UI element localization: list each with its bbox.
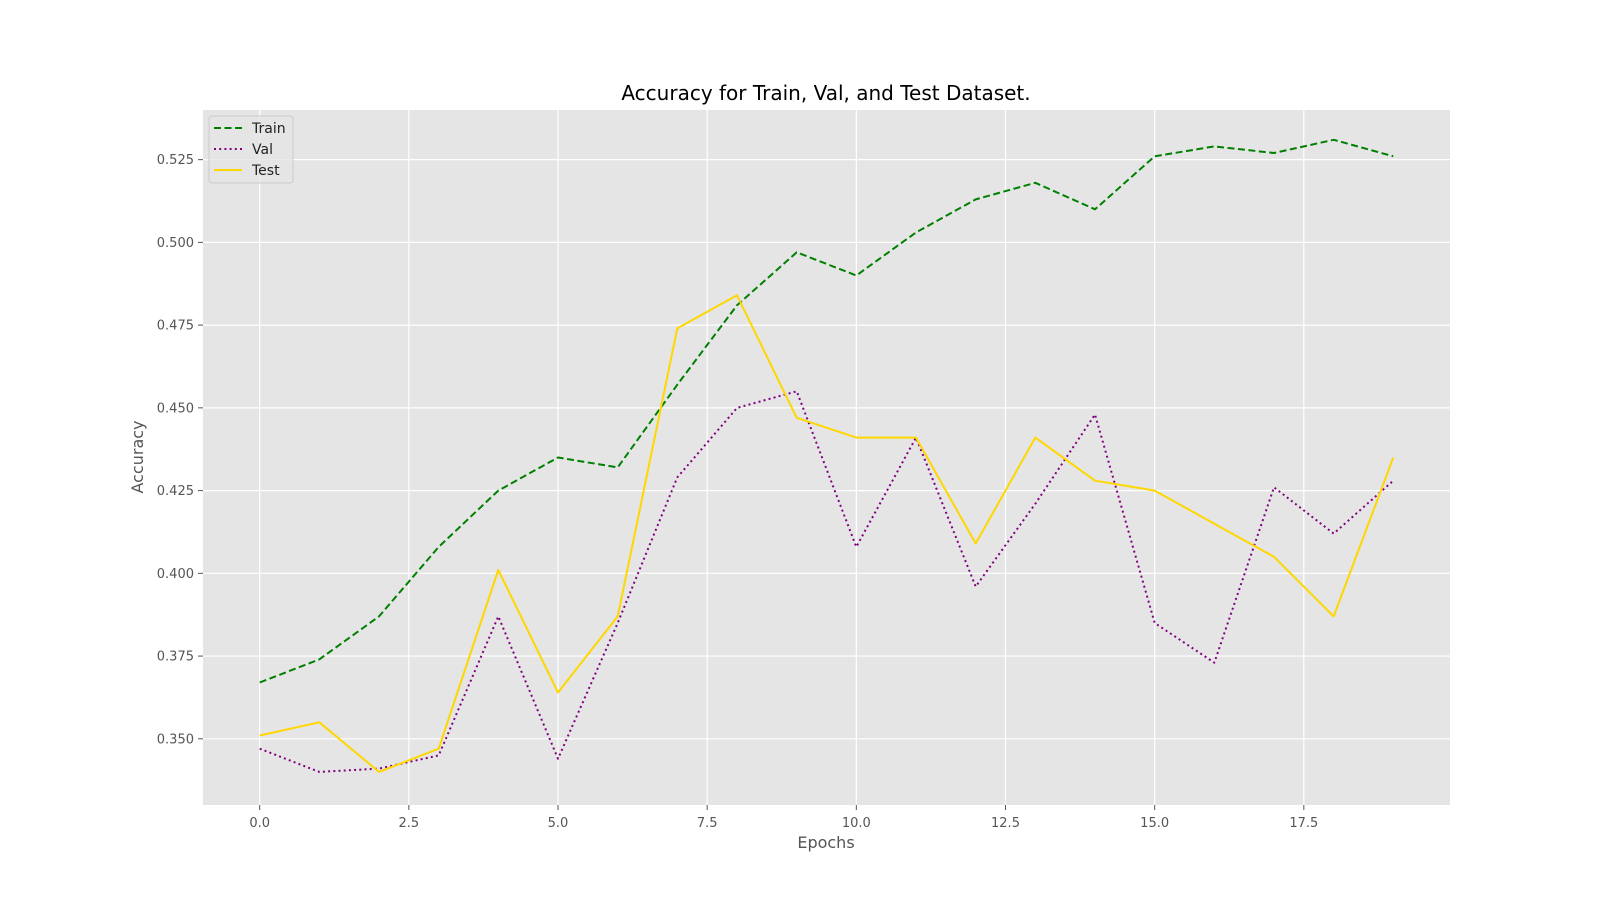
y-tick-label: 0.375	[157, 650, 194, 665]
x-tick-label: 10.0	[842, 816, 871, 831]
x-tick-label: 17.5	[1289, 816, 1318, 831]
x-tick-label: 2.5	[399, 816, 420, 831]
x-axis-title: Epochs	[797, 833, 854, 852]
x-tick-label: 15.0	[1140, 816, 1169, 831]
series-lines	[259, 138, 1395, 773]
y-tick-label: 0.350	[157, 732, 194, 747]
legend-label-train: Train	[251, 121, 286, 137]
y-tick-label: 0.400	[157, 567, 194, 582]
x-tick-label: 0.0	[249, 816, 270, 831]
plot-area	[203, 110, 1450, 805]
legend-label-val: Val	[252, 142, 273, 158]
y-tick-label: 0.425	[157, 484, 194, 499]
x-tick-label: 12.5	[991, 816, 1020, 831]
y-tick-label: 0.500	[157, 236, 194, 251]
y-tick-label: 0.525	[157, 153, 194, 168]
legend: Train Val Test	[208, 115, 294, 184]
chart-title: Accuracy for Train, Val, and Test Datase…	[621, 81, 1030, 105]
axis-ticks: 0.0 2.5 5.0 7.5 10.0 12.5 15.0 17.5 0.350 0.375 0.…	[157, 153, 1319, 831]
x-tick-label: 5.0	[548, 816, 569, 831]
y-tick-label: 0.450	[157, 401, 194, 416]
legend-label-test: Test	[251, 163, 280, 179]
series-line-test	[259, 294, 1395, 773]
legend-box	[208, 115, 294, 184]
y-tick-label: 0.475	[157, 319, 194, 334]
x-tick-label: 7.5	[697, 816, 718, 831]
grid-lines	[203, 110, 1450, 805]
y-axis-title: Accuracy	[128, 420, 147, 493]
series-line-train	[259, 138, 1394, 684]
